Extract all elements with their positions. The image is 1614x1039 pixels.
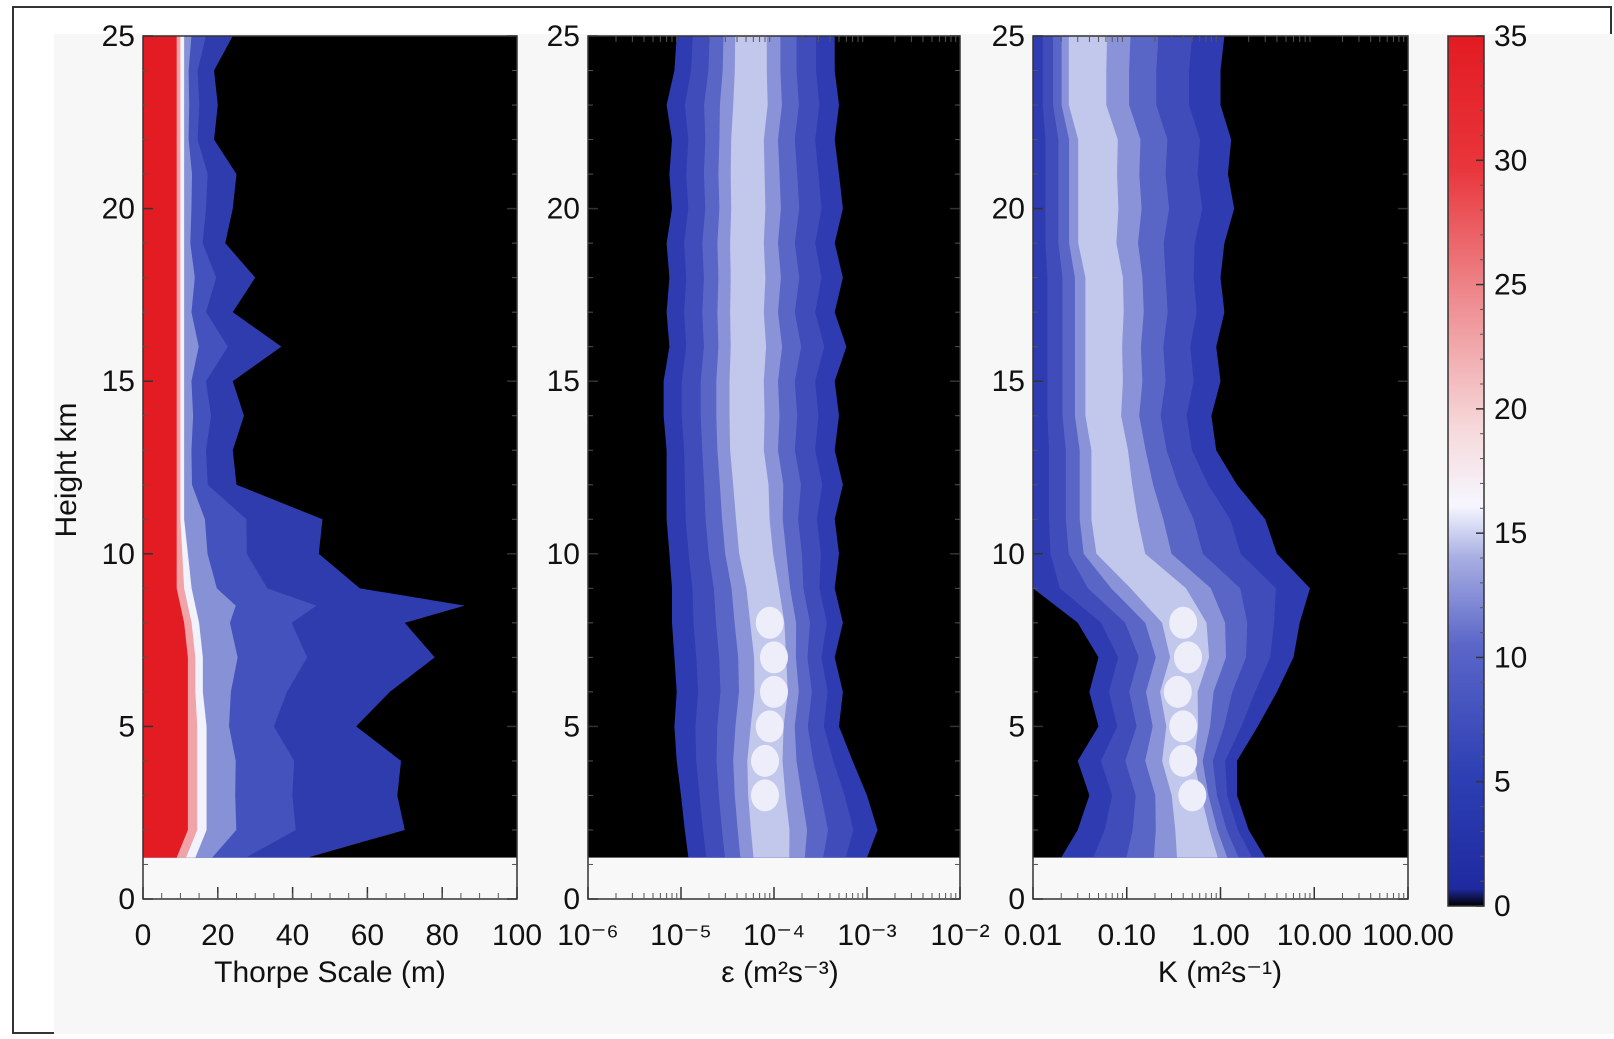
- x-tick-label: 80: [426, 919, 459, 952]
- y-tick-label: 25: [102, 20, 135, 53]
- y-tick-label: 0: [563, 883, 580, 916]
- x-axis-title-epsilon: ε (m²s⁻³): [721, 956, 839, 989]
- x-tick-label: 10⁻⁴: [743, 919, 805, 952]
- x-tick-label: 0.01: [1004, 919, 1062, 952]
- y-tick-label: 20: [547, 193, 580, 226]
- x-tick-label: 1.00: [1191, 919, 1249, 952]
- y-tick-label: 20: [102, 193, 135, 226]
- contour-peak: [1169, 710, 1198, 743]
- colorbar-tick-label: 35: [1494, 20, 1527, 53]
- x-tick-label: 20: [201, 919, 234, 952]
- x-tick-label: 0: [135, 919, 152, 952]
- panel-2: 0 5 10 15 20 25 10⁻⁶ 10⁻⁵ 10⁻⁴ 10⁻³ 10⁻²: [547, 20, 990, 952]
- contour-peak: [1169, 606, 1198, 639]
- contour-peak: [1169, 744, 1198, 777]
- contour-peak: [751, 744, 779, 777]
- y-tick-label: 15: [547, 365, 580, 398]
- x-tick-label: 10⁻²: [930, 919, 989, 952]
- panel-3: 0 5 10 15 20 25 0.01 0.10 1.00 10.00 100.00: [992, 20, 1454, 952]
- y-tick-label: 5: [563, 710, 580, 743]
- y-axis-title: Height km: [50, 402, 83, 537]
- colorbar: 0 5 10 15 20 25 30 35: [1447, 20, 1527, 923]
- y-tick-label: 10: [992, 538, 1025, 571]
- contour-peak: [751, 779, 779, 812]
- y-tick-label: 10: [547, 538, 580, 571]
- colorbar-tick-label: 30: [1494, 144, 1527, 177]
- colorbar-gradient: [1447, 35, 1485, 907]
- colorbar-tick-label: 0: [1494, 890, 1511, 923]
- x-tick-label: 10⁻⁶: [557, 919, 619, 952]
- x-tick-label: 100: [492, 919, 542, 952]
- contour-highlights: [751, 606, 788, 812]
- contour-highlights: [1163, 606, 1207, 812]
- contour-peak: [1174, 641, 1202, 674]
- contour-peak: [755, 606, 784, 639]
- y-tick-label: 5: [1008, 710, 1025, 743]
- x-axis-title-k: K (m²s⁻¹): [1158, 956, 1282, 989]
- y-tick-label: 25: [547, 20, 580, 53]
- x-tick-label: 0.10: [1098, 919, 1156, 952]
- x-axis-title-thorpe: Thorpe Scale (m): [214, 956, 446, 989]
- colorbar-tick-label: 20: [1494, 393, 1527, 426]
- x-tick-label: 10⁻⁵: [650, 919, 712, 952]
- contour-peak: [1163, 675, 1192, 708]
- panel-1: 0 5 10 15 20 25 0 20 40 60 80 100: [102, 20, 542, 952]
- y-tick-label: 20: [992, 193, 1025, 226]
- x-tick-label: 10.00: [1277, 919, 1352, 952]
- colorbar-tick-label: 5: [1494, 766, 1511, 799]
- y-tick-label: 10: [102, 538, 135, 571]
- x-tick-label: 40: [276, 919, 309, 952]
- y-tick-label: 25: [992, 20, 1025, 53]
- colorbar-tick-label: 15: [1494, 517, 1527, 550]
- colorbar-tick-label: 10: [1494, 641, 1527, 674]
- x-tick-label: 60: [351, 919, 384, 952]
- y-tick-label: 0: [1008, 883, 1025, 916]
- contour-peak: [760, 641, 788, 674]
- x-tick-label: 100.00: [1362, 919, 1454, 952]
- contour-peak: [755, 710, 784, 743]
- y-tick-label: 0: [118, 883, 135, 916]
- x-tick-label: 10⁻³: [837, 919, 896, 952]
- y-tick-label: 15: [992, 365, 1025, 398]
- colorbar-tick-label: 25: [1494, 269, 1527, 302]
- contour-peak: [1178, 779, 1207, 812]
- contour-peak: [760, 675, 788, 708]
- contour-red-core: [143, 36, 188, 858]
- y-tick-label: 5: [118, 710, 135, 743]
- y-tick-label: 15: [102, 365, 135, 398]
